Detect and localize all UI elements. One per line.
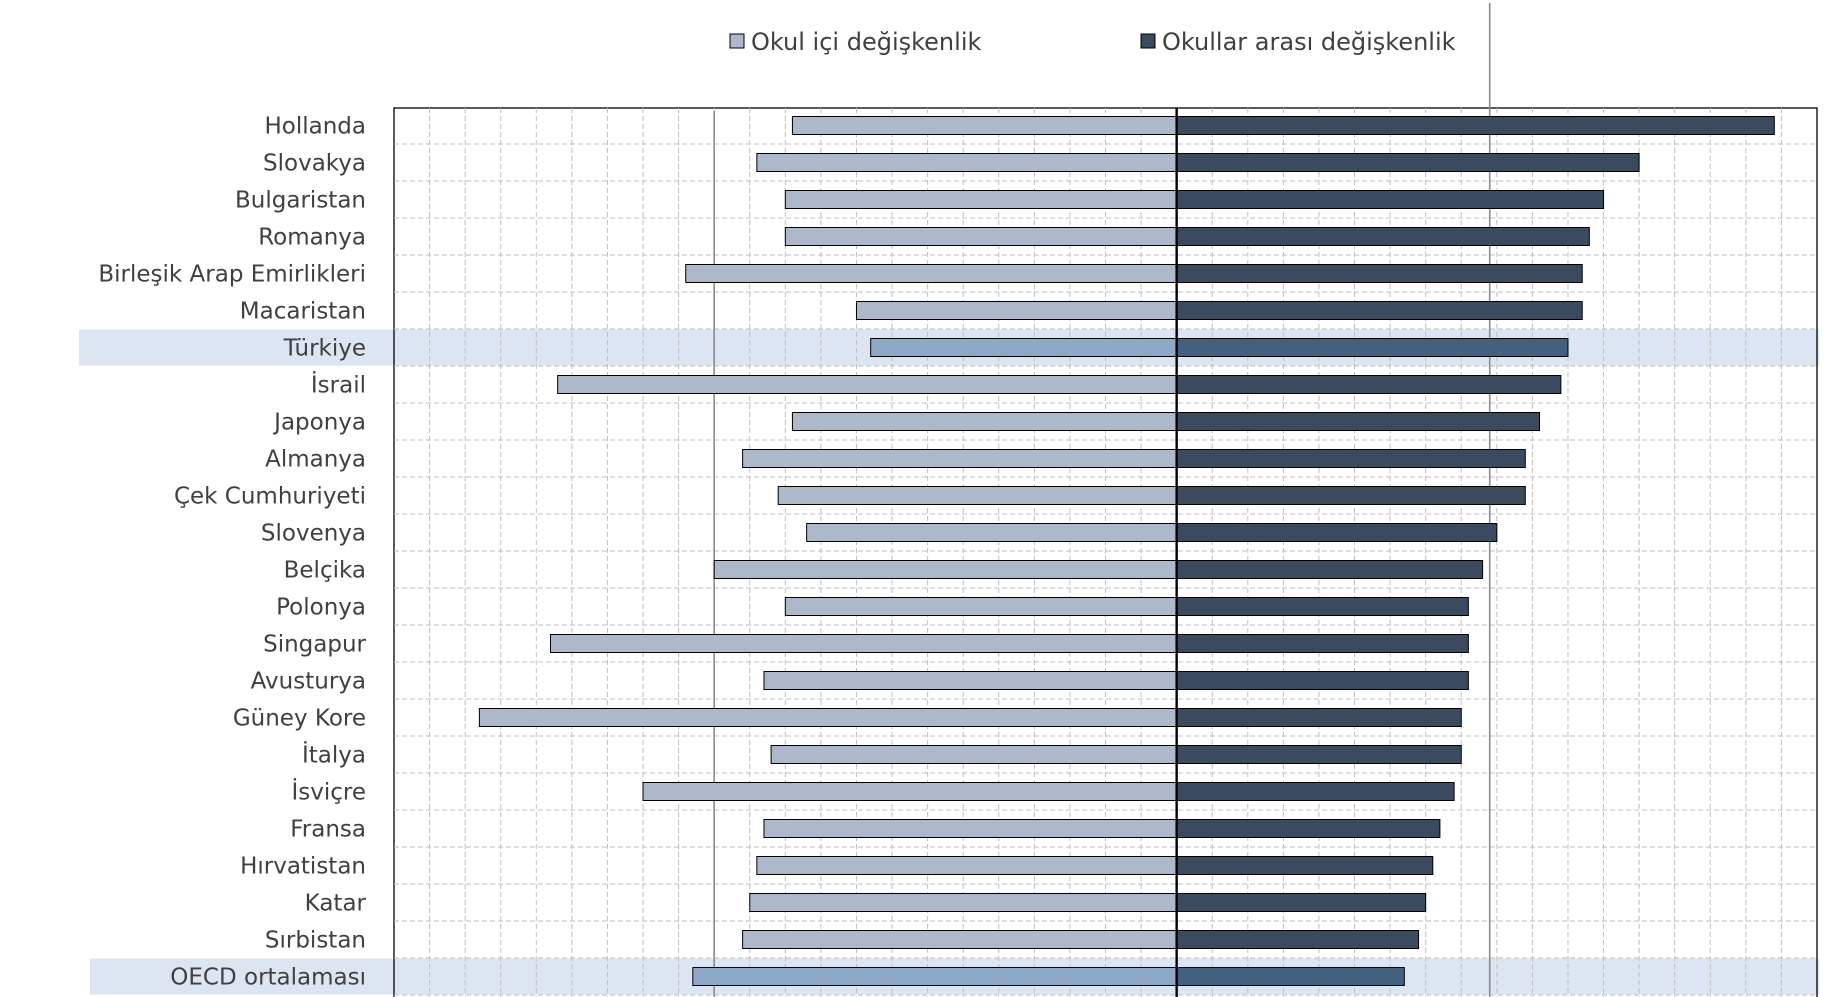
bar-between-school	[1176, 338, 1569, 357]
bar-between-school	[1176, 560, 1484, 579]
bar-within-school	[855, 301, 1178, 320]
bar-within-school	[791, 116, 1178, 135]
category-label: Macaristan	[240, 299, 366, 325]
bar-between-school	[1176, 708, 1462, 727]
bar-between-school	[1176, 227, 1590, 246]
category-label: Güney Kore	[233, 706, 366, 732]
bar-between-school	[1176, 301, 1583, 320]
category-label: İtalya	[302, 741, 366, 769]
category-label: Hollanda	[264, 114, 366, 140]
bar-within-school	[777, 486, 1178, 505]
bar-between-school	[1176, 486, 1526, 505]
bar-within-school	[784, 597, 1178, 616]
bar-between-school	[1176, 671, 1469, 690]
bar-between-school	[1176, 116, 1775, 135]
bar-between-school	[1176, 967, 1405, 986]
bar-within-school	[742, 449, 1178, 468]
bar-between-school	[1176, 153, 1640, 172]
bar-between-school	[1176, 856, 1434, 875]
category-label: Romanya	[258, 225, 366, 251]
bar-within-school	[685, 264, 1178, 283]
bar-between-school	[1176, 523, 1498, 542]
bar-within-school	[770, 745, 1178, 764]
bar-within-school	[791, 412, 1178, 431]
legend-swatch	[729, 33, 745, 49]
bar-within-school	[763, 671, 1178, 690]
category-label: Slovenya	[261, 521, 366, 547]
category-label: İsviçre	[291, 778, 366, 806]
legend-swatch	[1140, 33, 1156, 49]
category-label: Fransa	[290, 817, 366, 843]
bar-within-school	[756, 856, 1178, 875]
category-label: Bulgaristan	[235, 188, 366, 214]
category-label: Türkiye	[283, 336, 366, 362]
bar-within-school	[692, 967, 1178, 986]
bar-within-school	[478, 708, 1178, 727]
category-label: Singapur	[263, 632, 366, 658]
bar-between-school	[1176, 930, 1420, 949]
category-label: Sırbistan	[265, 928, 366, 954]
category-label: Katar	[305, 891, 367, 917]
bar-between-school	[1176, 264, 1583, 283]
bar-between-school	[1176, 449, 1526, 468]
category-label: OECD ortalaması	[170, 965, 366, 991]
category-label: İsrail	[311, 371, 366, 399]
category-label: Çek Cumhuriyeti	[174, 484, 366, 510]
bar-within-school	[713, 560, 1178, 579]
bar-between-school	[1176, 412, 1541, 431]
bar-within-school	[784, 227, 1178, 246]
bar-within-school	[550, 634, 1178, 653]
bar-between-school	[1176, 782, 1455, 801]
category-label: Belçika	[284, 558, 366, 584]
bar-within-school	[642, 782, 1178, 801]
bar-between-school	[1176, 190, 1605, 209]
bar-between-school	[1176, 745, 1462, 764]
bar-between-school	[1176, 819, 1441, 838]
bar-within-school	[756, 153, 1178, 172]
bar-within-school	[870, 338, 1178, 357]
bar-within-school	[763, 819, 1178, 838]
category-label: Japonya	[272, 410, 366, 436]
legend-label: Okul içi değişkenlik	[751, 28, 981, 56]
bar-within-school	[784, 190, 1178, 209]
bar-within-school	[806, 523, 1178, 542]
bar-between-school	[1176, 634, 1469, 653]
bar-within-school	[557, 375, 1178, 394]
bar-within-school	[742, 930, 1178, 949]
bar-between-school	[1176, 893, 1427, 912]
category-label: Almanya	[265, 447, 366, 473]
bar-within-school	[749, 893, 1178, 912]
category-label: Avusturya	[251, 669, 366, 695]
category-label: Polonya	[276, 595, 366, 621]
category-label: Birleşik Arap Emirlikleri	[98, 262, 366, 288]
bar-between-school	[1176, 597, 1469, 616]
bar-between-school	[1176, 375, 1562, 394]
category-label: Hırvatistan	[240, 854, 366, 880]
category-label: Slovakya	[263, 151, 366, 177]
legend-label: Okullar arası değişkenlik	[1162, 28, 1456, 56]
